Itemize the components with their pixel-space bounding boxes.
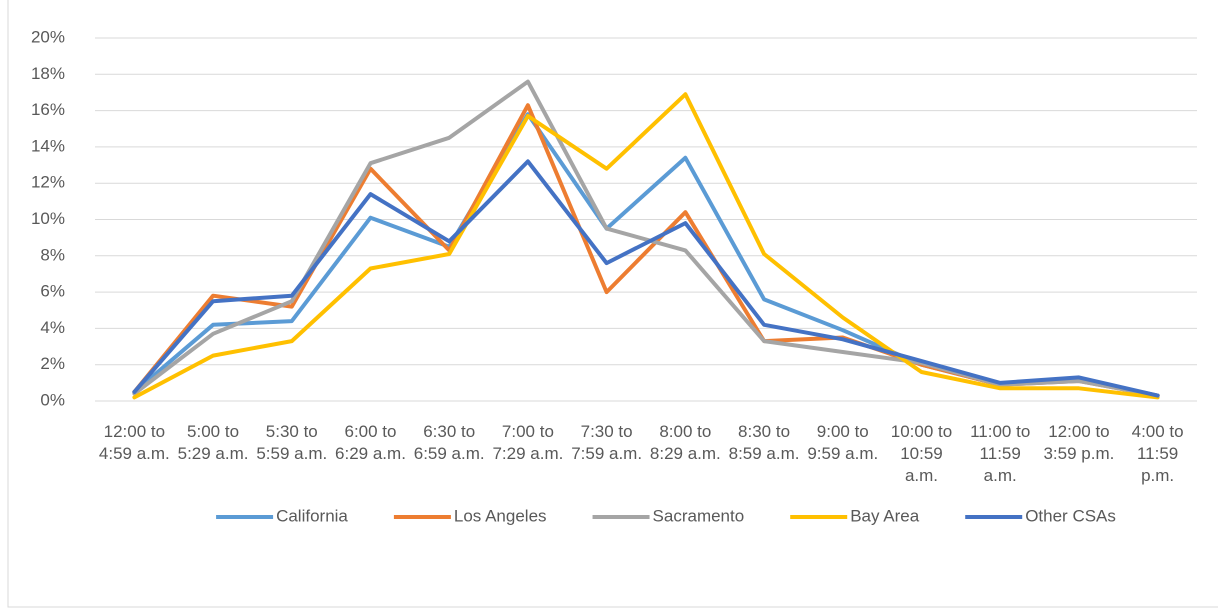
x-tick-label: 11:00 to 11:59 a.m. xyxy=(970,422,1031,485)
y-tick-label: 14% xyxy=(31,136,65,155)
x-tick-label: 12:00 to 4:59 a.m. xyxy=(98,422,170,463)
y-tick-label: 20% xyxy=(31,27,65,46)
x-tick-label: 10:00 to 10:59 a.m. xyxy=(890,422,953,485)
y-tick-label: 16% xyxy=(31,100,65,119)
legend-label: Bay Area xyxy=(850,506,920,525)
series-line xyxy=(132,159,1160,398)
legend-label: Other CSAs xyxy=(1025,506,1116,525)
x-tick-label: 8:00 to 8:29 a.m. xyxy=(649,422,721,463)
x-tick-label: 7:30 to 7:59 a.m. xyxy=(571,422,643,463)
y-tick-label: 4% xyxy=(40,318,65,337)
legend-label: California xyxy=(276,506,348,525)
chart-border xyxy=(7,0,1218,608)
x-tick-label: 5:00 to 5:29 a.m. xyxy=(177,422,249,463)
x-tick-label: 6:00 to 6:29 a.m. xyxy=(335,422,406,463)
x-tick-label: 9:00 to 9:59 a.m. xyxy=(807,422,879,463)
y-tick-label: 0% xyxy=(40,390,65,409)
x-tick-label: 12:00 to 3:59 p.m. xyxy=(1043,422,1115,463)
x-tick-label: 6:30 to 6:59 a.m. xyxy=(413,422,485,463)
y-tick-label: 2% xyxy=(40,354,65,373)
legend-label: Los Angeles xyxy=(454,506,547,525)
series-line xyxy=(132,103,1160,398)
series-line xyxy=(132,79,1160,398)
y-tick-label: 6% xyxy=(40,282,65,301)
x-tick-label: 8:30 to 8:59 a.m. xyxy=(728,422,800,463)
y-tick-label: 18% xyxy=(31,64,65,83)
legend-label: Sacramento xyxy=(653,506,745,525)
y-tick-label: 10% xyxy=(31,209,65,228)
series-line xyxy=(132,92,1160,400)
x-tick-label: 4:00 to 11:59 p.m. xyxy=(1131,422,1184,485)
y-tick-label: 8% xyxy=(40,245,65,264)
x-tick-label: 5:30 to 5:59 a.m. xyxy=(256,422,328,463)
x-tick-label: 7:00 to 7:29 a.m. xyxy=(492,422,564,463)
y-tick-label: 12% xyxy=(31,173,65,192)
